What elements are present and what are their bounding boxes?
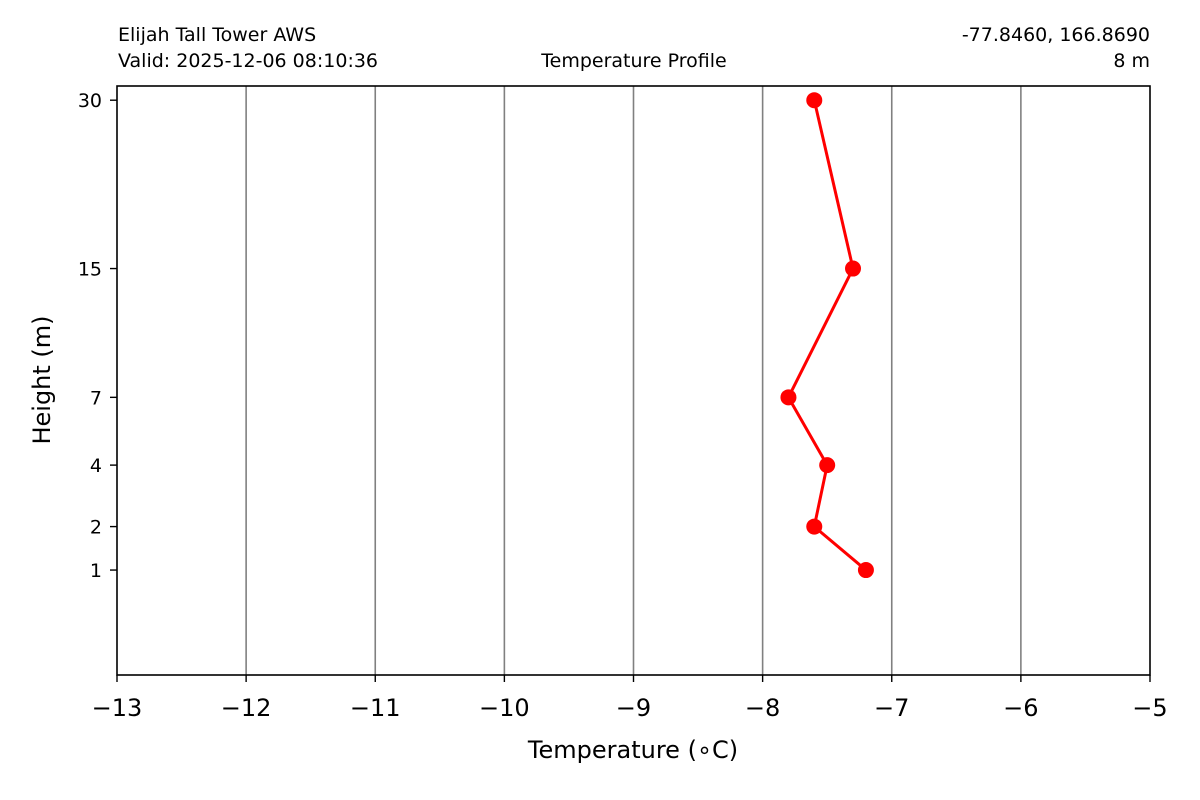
grid-lines	[245, 86, 1022, 675]
x-tick-label: −13	[92, 694, 143, 722]
y-tick-label: 7	[90, 387, 102, 409]
x-tick-label: −8	[745, 694, 780, 722]
x-tick-label: −11	[350, 694, 401, 722]
temperature-profile-line	[786, 99, 867, 572]
data-point	[845, 260, 862, 277]
chart-title: Temperature Profile	[541, 50, 727, 72]
x-tick-label: −12	[221, 694, 272, 722]
x-tick-label: −5	[1132, 694, 1167, 722]
y-tick-label: 1	[90, 560, 102, 582]
station-coordinates: -77.8460, 166.8690	[961, 24, 1150, 46]
x-tick-label: −10	[479, 694, 530, 722]
y-tick-label: 30	[78, 90, 102, 112]
valid-time: Valid: 2025-12-06 08:10:36	[118, 50, 379, 72]
data-point	[819, 457, 836, 474]
x-tick-label: −6	[1003, 694, 1038, 722]
x-axis-label: Temperature (∘C)	[527, 736, 738, 764]
data-point	[857, 562, 874, 579]
series-layer	[780, 92, 874, 579]
y-tick-label: 15	[78, 259, 102, 281]
data-point	[780, 389, 797, 406]
y-axis-label: Height (m)	[28, 315, 56, 444]
x-axis: −13 −12 −11 −10 −9 −8 −7 −6 −5	[92, 675, 1168, 722]
y-axis: 1 2 4 7 15 30	[78, 90, 117, 582]
x-tick-label: −9	[616, 694, 651, 722]
x-tick-label: −7	[874, 694, 909, 722]
y-tick-label: 2	[90, 517, 102, 539]
data-point	[806, 92, 823, 109]
y-tick-label: 4	[90, 455, 102, 477]
station-elevation: 8 m	[1113, 50, 1150, 72]
data-point	[806, 518, 823, 535]
station-name: Elijah Tall Tower AWS	[118, 24, 317, 46]
